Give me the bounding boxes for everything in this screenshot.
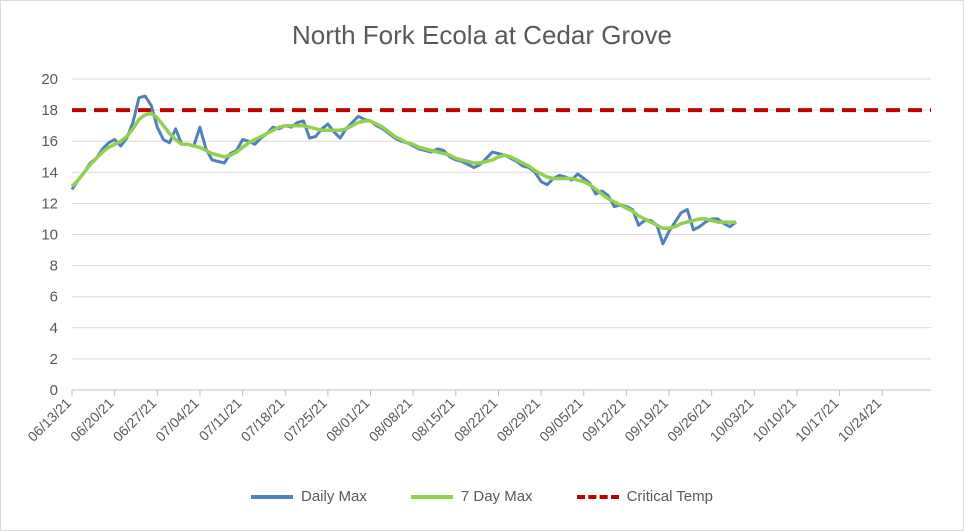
x-tick-label: 08/08/21 <box>365 395 415 445</box>
legend: Daily Max 7 Day Max Critical Temp <box>0 488 964 505</box>
x-tick-label: 09/26/21 <box>664 395 714 445</box>
x-tick-label: 07/25/21 <box>280 395 330 445</box>
y-tick-label: 14 <box>41 164 58 181</box>
y-tick-label: 16 <box>41 133 58 150</box>
legend-swatch-critical-temp <box>576 494 619 499</box>
x-tick-label: 09/19/21 <box>621 395 671 445</box>
y-tick-label: 18 <box>41 102 58 119</box>
y-tick-label: 4 <box>50 320 58 337</box>
x-tick-label: 06/27/21 <box>110 395 160 445</box>
x-tick-label: 08/01/21 <box>323 395 373 445</box>
chart-title: North Fork Ecola at Cedar Grove <box>291 20 673 50</box>
series-layer <box>70 94 931 246</box>
x-tick-label: 10/17/21 <box>792 395 842 445</box>
legend-item-7-day-max: 7 Day Max <box>410 488 533 505</box>
legend-item-daily-max: Daily Max <box>251 488 367 505</box>
x-tick-label: 08/22/21 <box>451 395 501 445</box>
y-tick-label: 10 <box>41 227 58 244</box>
legend-label-7-day-max: 7 Day Max <box>460 488 533 505</box>
y-tick-label: 12 <box>41 195 58 212</box>
x-tick-label: 10/10/21 <box>749 395 799 445</box>
legend-label-daily-max: Daily Max <box>301 488 367 505</box>
legend-swatch-7-day-max <box>410 494 453 499</box>
x-axis: 06/13/2106/20/2106/27/2107/04/2107/11/21… <box>24 389 931 445</box>
x-tick-label: 07/04/21 <box>152 395 202 445</box>
y-axis-tick-labels: 0 2 4 6 8 10 12 14 16 18 20 <box>41 71 58 399</box>
legend-swatch-daily-max <box>251 494 293 499</box>
x-tick-label: 07/18/21 <box>237 395 287 445</box>
legend-item-critical-temp: Critical Temp <box>576 488 713 505</box>
series-7-day-max-line <box>70 111 736 231</box>
x-tick-label: 09/12/21 <box>579 395 629 445</box>
x-tick-label: 08/15/21 <box>408 395 458 445</box>
y-tick-label: 0 <box>50 382 58 399</box>
x-tick-label: 09/05/21 <box>536 395 586 445</box>
gridlines <box>72 78 931 391</box>
x-tick-label: 06/20/21 <box>67 395 117 445</box>
y-tick-label: 20 <box>41 71 58 88</box>
x-tick-label: 07/11/21 <box>196 395 245 444</box>
x-tick-label: 10/24/21 <box>835 395 885 445</box>
legend-label-critical-temp: Critical Temp <box>626 488 713 505</box>
y-tick-label: 8 <box>50 258 58 275</box>
x-tick-label: 06/13/21 <box>24 395 74 445</box>
y-tick-label: 6 <box>50 289 58 306</box>
x-tick-label: 08/29/21 <box>493 395 543 445</box>
y-tick-label: 2 <box>50 351 58 368</box>
series-daily-max-line <box>70 94 737 246</box>
x-tick-label: 10/03/21 <box>707 395 757 445</box>
